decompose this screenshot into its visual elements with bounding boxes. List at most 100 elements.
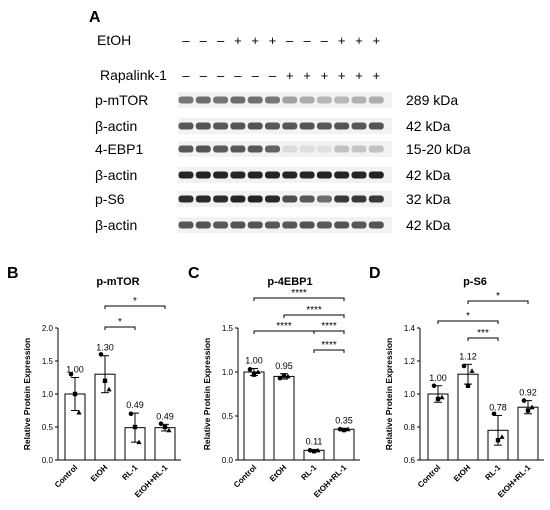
data-point — [136, 439, 142, 445]
data-point — [255, 369, 261, 374]
data-point — [491, 411, 497, 417]
panel-label: D — [369, 265, 381, 282]
blot-band — [368, 171, 384, 179]
y-axis-title: Relative Protein Expression — [384, 338, 394, 450]
x-tick-label: EtOH — [268, 463, 289, 484]
data-point — [132, 424, 138, 430]
blot-band — [247, 145, 263, 153]
blot-band — [265, 195, 280, 203]
data-point — [311, 449, 317, 454]
blot-band — [213, 96, 229, 104]
treatment-label: EtOH — [97, 32, 131, 48]
significance-label: *** — [477, 328, 489, 339]
blot-band — [316, 96, 332, 104]
data-point — [102, 378, 108, 383]
treatment-sign: – — [286, 33, 294, 48]
blot-band — [247, 195, 263, 203]
blot-band — [213, 171, 229, 179]
data-point — [439, 394, 445, 400]
data-point — [128, 411, 134, 417]
blot-band — [351, 195, 367, 203]
blot-band — [282, 171, 298, 179]
treatment-sign: – — [217, 33, 225, 48]
significance-label: * — [118, 317, 122, 328]
treatment-sign: – — [252, 68, 260, 83]
significance-bracket — [313, 330, 345, 334]
data-point — [68, 371, 74, 377]
treatment-sign: + — [234, 33, 242, 48]
blot-band — [351, 122, 367, 130]
data-point — [281, 373, 287, 378]
blot-band — [299, 195, 315, 203]
data-label: 0.35 — [335, 415, 353, 425]
blot-band — [247, 221, 263, 229]
blot-size-label: 42 kDa — [406, 118, 451, 134]
blot-band — [265, 122, 280, 130]
significance-label: **** — [291, 288, 307, 299]
treatment-sign: – — [200, 33, 208, 48]
blot-size-label: 15-20 kDa — [406, 141, 471, 157]
treatment-sign: + — [338, 33, 346, 48]
blot-target-label: β-actin — [95, 167, 137, 183]
panel-label: C — [188, 265, 200, 282]
y-tick-label: 0.8 — [404, 423, 416, 432]
x-tick-label: RL-1 — [299, 463, 318, 482]
blot-band — [178, 195, 194, 203]
treatment-sign: + — [269, 33, 277, 48]
blot-band — [247, 171, 263, 179]
blot-target-label: 4-EBP1 — [95, 141, 143, 157]
data-point — [499, 434, 505, 439]
data-label: 1.00 — [245, 355, 263, 365]
x-tick-label: Control — [53, 463, 79, 489]
y-tick-label: 1.2 — [404, 357, 416, 366]
x-tick-label: Control — [416, 463, 442, 489]
y-tick-label: 0.0 — [42, 456, 54, 465]
treatment-sign: + — [251, 33, 259, 48]
blot-size-label: 42 kDa — [406, 217, 451, 233]
chart-title: p-mTOR — [96, 276, 139, 288]
x-tick-label: RL-1 — [483, 463, 502, 482]
significance-label: * — [496, 291, 500, 302]
panel-label: A — [89, 9, 101, 26]
blot-target-label: p-S6 — [95, 191, 125, 207]
blot-band — [351, 145, 367, 153]
blot-band — [195, 96, 211, 104]
treatment-sign: + — [286, 68, 294, 83]
data-point — [98, 352, 104, 357]
blot-band — [299, 221, 315, 229]
bar — [154, 427, 176, 461]
blot-band — [195, 145, 211, 153]
blot-target-label: β-actin — [95, 217, 137, 233]
x-tick-label: Control — [232, 463, 258, 489]
blot-band — [316, 221, 332, 229]
treatment-sign: + — [373, 33, 381, 48]
treatment-sign: – — [321, 33, 329, 48]
treatment-label: Rapalink-1 — [100, 67, 167, 83]
data-point — [158, 421, 164, 427]
significance-label: **** — [321, 321, 337, 332]
data-point — [341, 427, 347, 433]
blot-band — [282, 96, 298, 104]
data-point — [529, 404, 535, 410]
blot-band — [282, 195, 298, 203]
x-tick-label: EtOH+RL-1 — [312, 463, 349, 500]
data-point — [166, 427, 172, 433]
blot-band — [178, 96, 194, 104]
treatment-sign: – — [303, 33, 311, 48]
blot-band — [178, 145, 194, 153]
data-point — [307, 448, 313, 453]
blot-band — [195, 122, 211, 130]
blot-size-label: 32 kDa — [406, 191, 451, 207]
blot-band — [247, 96, 263, 104]
treatment-sign: – — [234, 68, 242, 83]
data-point — [431, 383, 437, 389]
blot-band — [265, 221, 280, 229]
blot-band — [265, 171, 280, 179]
blot-target-label: β-actin — [95, 118, 137, 134]
data-point — [76, 409, 82, 415]
blot-band — [230, 171, 246, 179]
data-label: 1.00 — [429, 373, 447, 383]
blot-band — [282, 221, 298, 229]
